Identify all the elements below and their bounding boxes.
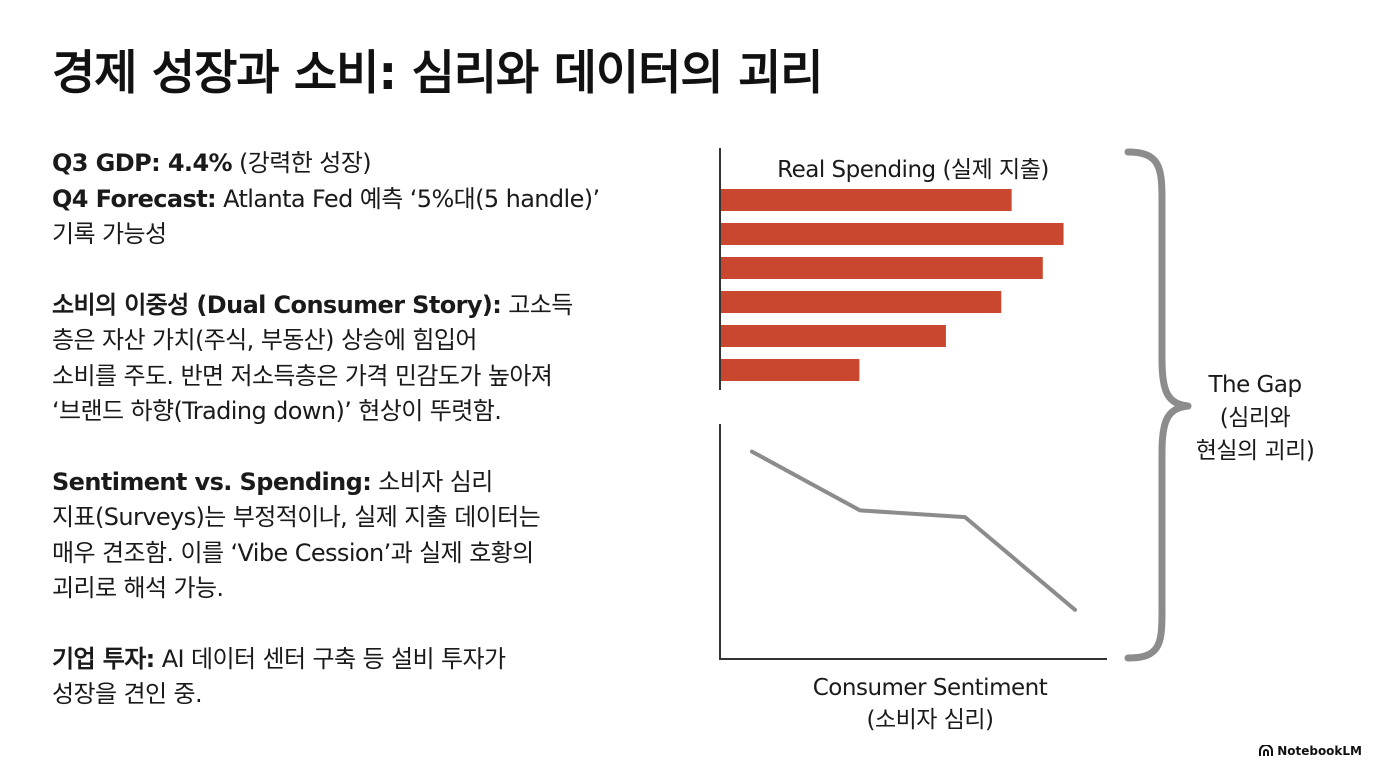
spending-bar: [721, 257, 1043, 279]
spending-bar: [721, 189, 1012, 211]
gap-bracket: [1124, 148, 1192, 662]
body-text: ‘브랜드 하향(Trading down)’ 현상이 뚜렷함.: [52, 397, 502, 425]
paragraph-line: 소비의 이중성 (Dual Consumer Story): 고소득: [52, 288, 692, 324]
bold-label: Sentiment vs. Spending:: [52, 467, 372, 496]
body-text: 지표(Surveys)는 부정적이나, 실제 지출 데이터는: [52, 503, 541, 531]
label-line: Consumer Sentiment: [812, 675, 1048, 701]
bold-label: Q3 GDP: 4.4%: [52, 149, 233, 177]
body-text: 층은 자산 가치(주식, 부동산) 상승에 힘입어: [52, 326, 477, 354]
paragraph-line: ‘브랜드 하향(Trading down)’ 현상이 뚜렷함.: [52, 394, 692, 430]
label-line: The Gap: [1208, 372, 1302, 398]
body-text: 성장을 견인 중.: [52, 680, 203, 708]
body-text: 소비자 심리: [371, 467, 493, 496]
body-text: (강력한 성장): [231, 149, 372, 177]
spending-bar: [721, 291, 1002, 313]
sentiment-line: [750, 449, 1077, 612]
bold-label: 기업 투자:: [52, 644, 155, 673]
paragraph: Q3 GDP: 4.4% (강력한 성장) Q4 Forecast: Atlant…: [52, 146, 692, 253]
sentiment-chart-xlabel: Consumer Sentiment (소비자 심리): [760, 672, 1100, 736]
body-text: AI 데이터 센터 구축 등 설비 투자가: [154, 644, 506, 673]
bold-label: Q4 Forecast:: [52, 184, 217, 213]
body-text: 기록 가능성: [52, 220, 167, 248]
paragraph-line: 기업 투자: AI 데이터 센터 구축 등 설비 투자가: [52, 642, 692, 678]
label-line: 현실의 괴리): [1195, 438, 1315, 464]
spending-bar: [721, 325, 946, 347]
paragraph-line: 기록 가능성: [52, 217, 692, 253]
paragraph-line: 매우 견조함. 이를 ‘Vibe Cession’과 실제 호황의: [52, 536, 692, 572]
spending-bar: [721, 223, 1064, 245]
paragraph-line: Sentiment vs. Spending: 소비자 심리: [52, 465, 692, 501]
body-text: 괴리로 해석 가능.: [52, 574, 224, 602]
body-text: 고소득: [501, 290, 573, 319]
paragraph-line: 층은 자산 가치(주식, 부동산) 상승에 힘입어: [52, 323, 692, 359]
label-line: (소비자 심리): [866, 707, 994, 733]
bold-label: 소비의 이중성 (Dual Consumer Story):: [52, 290, 502, 319]
brand-label: NotebookLM: [1277, 744, 1362, 758]
body-text: Atlanta Fed 예측 ‘5%대(5 handle)’: [216, 184, 600, 213]
paragraph: Sentiment vs. Spending: 소비자 심리 지표(Surveys…: [52, 465, 692, 607]
notebooklm-brand: NotebookLM: [1259, 744, 1362, 758]
body-text: 소비를 주도. 반면 저소득층은 가격 민감도가 높아져: [52, 361, 553, 390]
spending-chart-title: Real Spending (실제 지출): [777, 157, 1049, 183]
label-line: (심리와: [1219, 405, 1291, 431]
paragraph-line: Q4 Forecast: Atlanta Fed 예측 ‘5%대(5 handl…: [52, 182, 692, 218]
notebooklm-logo-icon: [1259, 745, 1274, 756]
paragraph-line: 괴리로 해석 가능.: [52, 571, 692, 607]
paragraph: 기업 투자: AI 데이터 센터 구축 등 설비 투자가 성장을 견인 중.: [52, 642, 692, 713]
paragraph-line: 지표(Surveys)는 부정적이나, 실제 지출 데이터는: [52, 500, 692, 536]
paragraph-line: Q3 GDP: 4.4% (강력한 성장): [52, 146, 692, 182]
spending-bar: [721, 359, 860, 381]
body-text: 매우 견조함. 이를 ‘Vibe Cession’과 실제 호황의: [52, 538, 534, 567]
text-column: Q3 GDP: 4.4% (강력한 성장) Q4 Forecast: Atlant…: [52, 146, 692, 748]
paragraph-line: 소비를 주도. 반면 저소득층은 가격 민감도가 높아져: [52, 359, 692, 395]
paragraph: 소비의 이중성 (Dual Consumer Story): 고소득 층은 자산 …: [52, 288, 692, 430]
slide-title: 경제 성장과 소비: 심리와 데이터의 괴리: [52, 46, 823, 101]
paragraph-line: 성장을 견인 중.: [52, 677, 692, 713]
